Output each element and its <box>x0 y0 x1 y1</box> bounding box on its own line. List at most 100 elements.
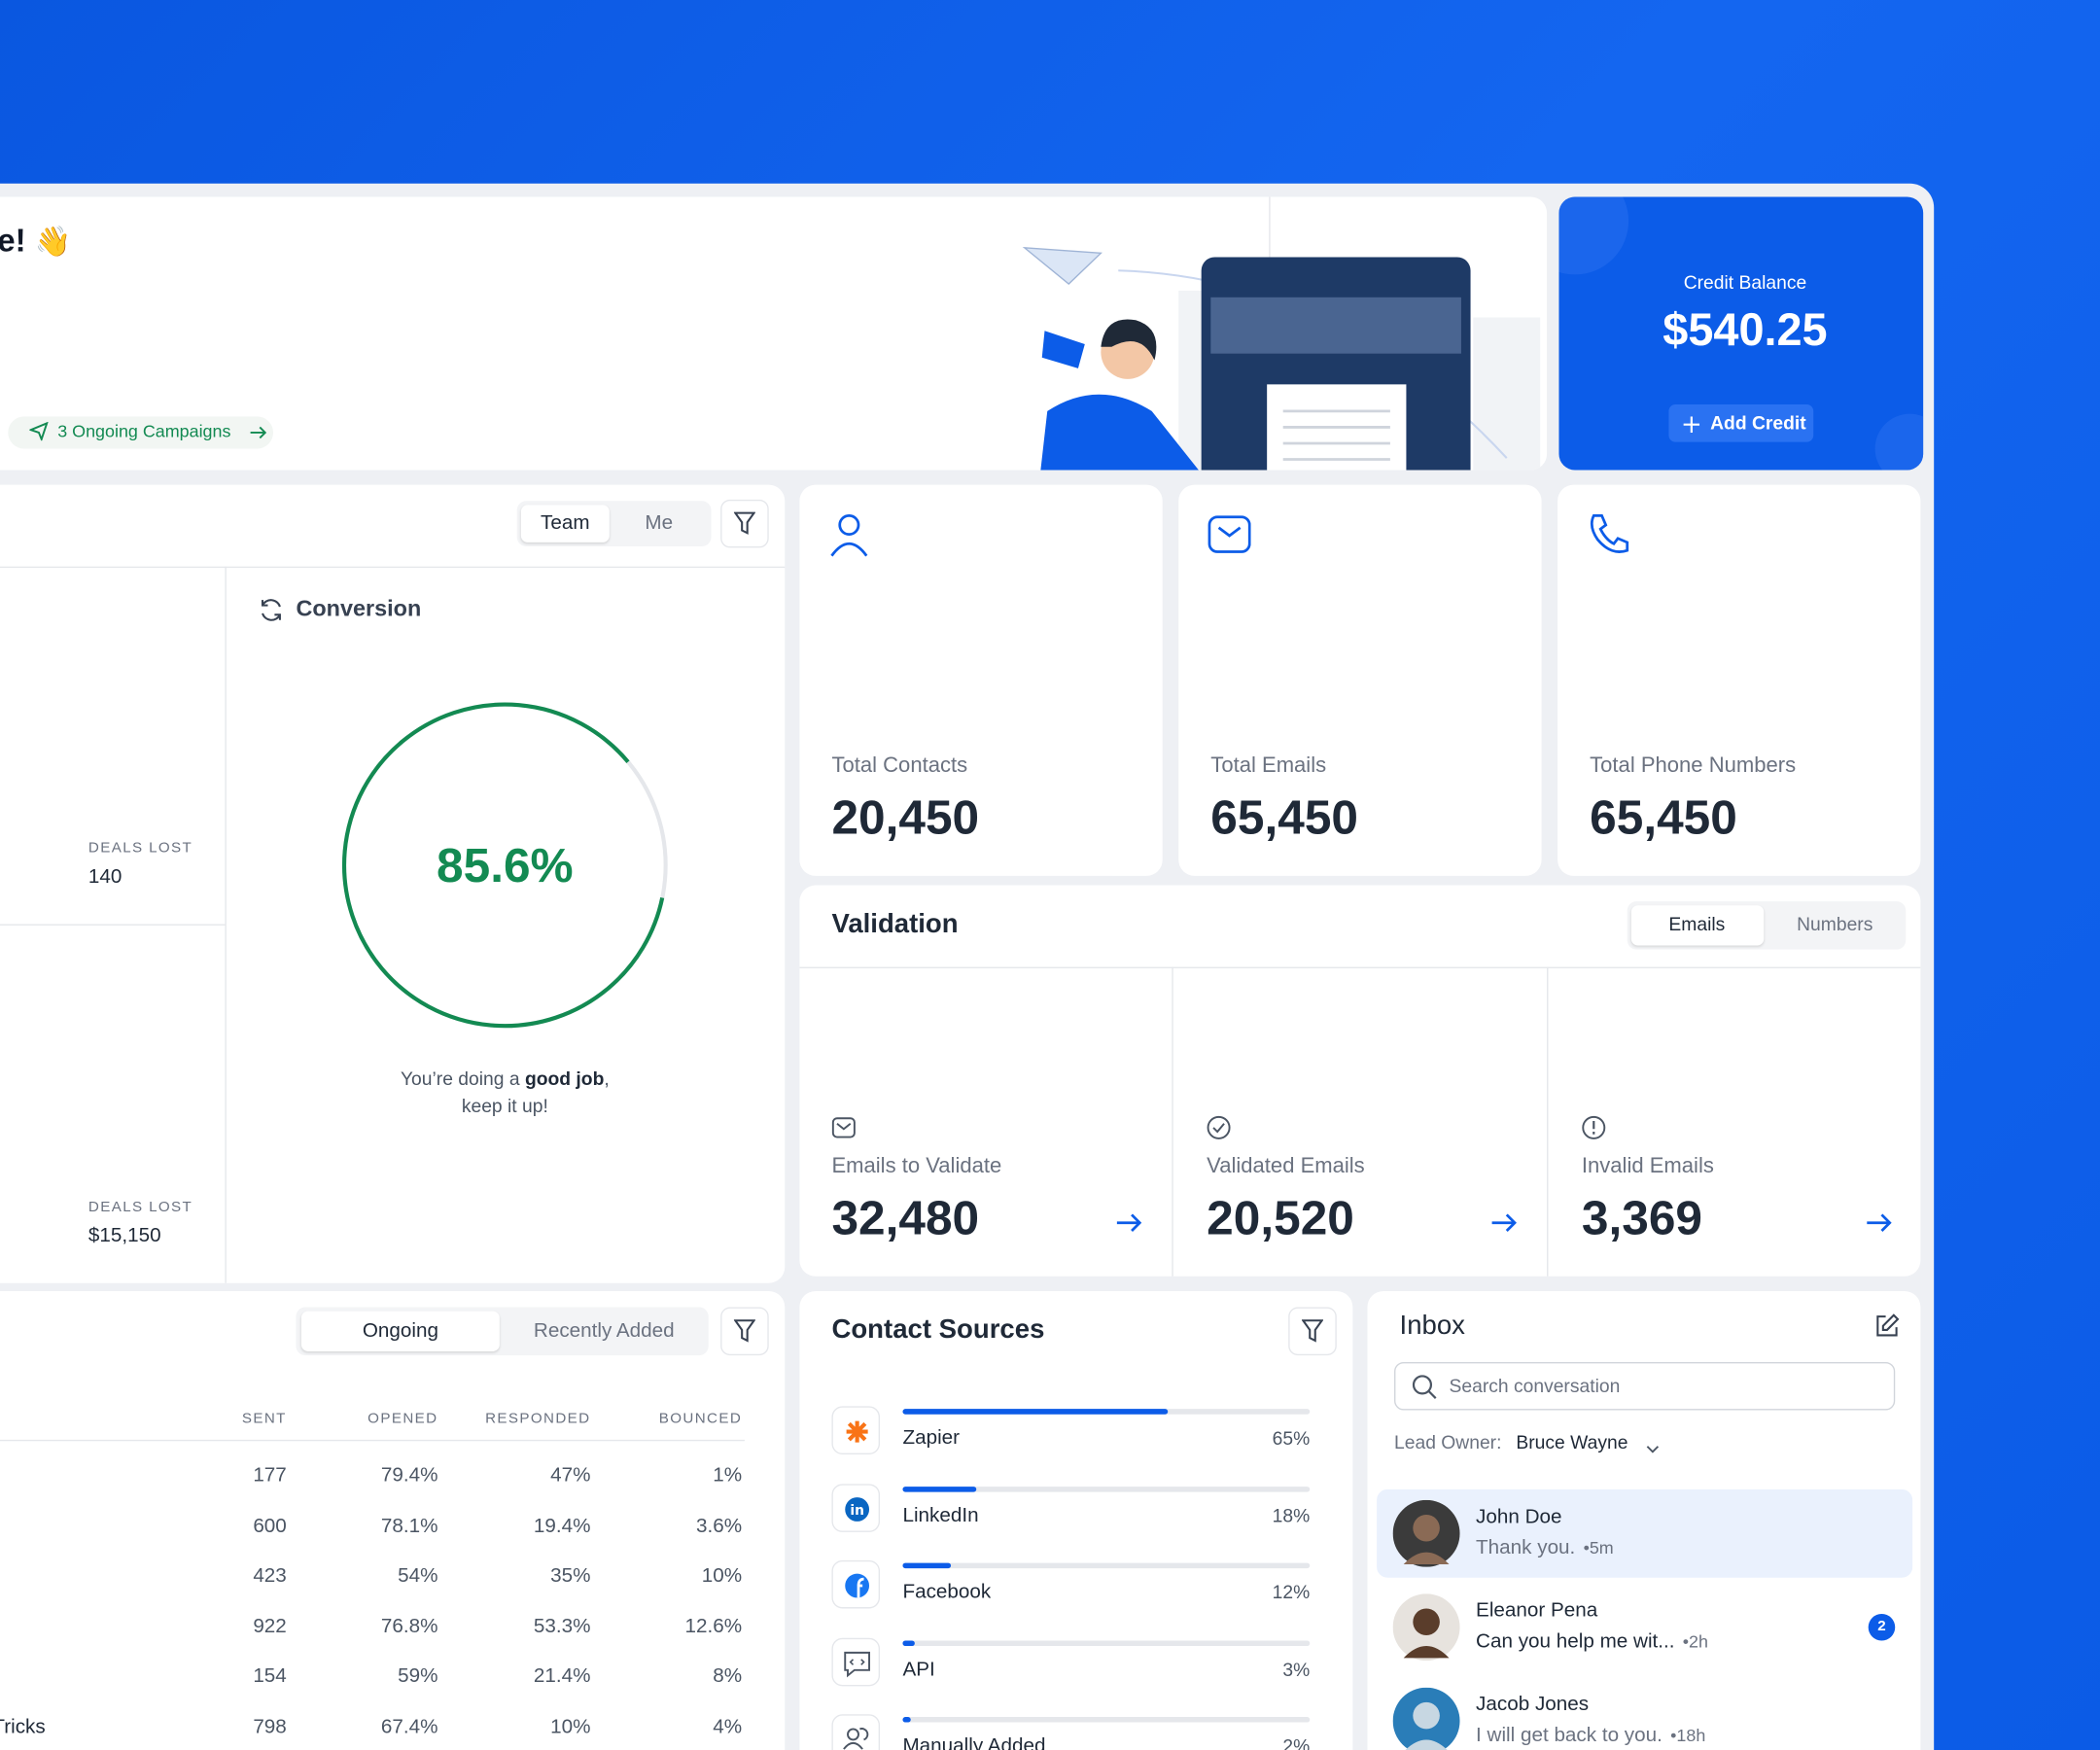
conversation-highlight[interactable] <box>1377 1488 1913 1578</box>
stat-icon <box>1208 513 1251 559</box>
progress-track <box>902 1639 1311 1646</box>
filter-button[interactable] <box>1288 1307 1337 1356</box>
table-cell: 67.4% <box>380 1714 438 1738</box>
filter-button[interactable] <box>720 499 769 548</box>
column-header: BOUNCED <box>658 1411 743 1427</box>
icon <box>1301 1319 1324 1343</box>
icon-path <box>1590 513 1629 553</box>
validation-value: 32,480 <box>831 1189 980 1245</box>
progress-bar <box>902 1562 952 1569</box>
table-cell: 177 <box>253 1463 287 1488</box>
icon-circle <box>1413 1608 1440 1635</box>
tab[interactable]: Recently Added <box>533 1318 675 1343</box>
tab[interactable]: Ongoing <box>362 1318 438 1343</box>
tab-active[interactable] <box>1630 905 1765 946</box>
icon-path <box>1491 1213 1517 1232</box>
conversation-time: •18h <box>1670 1725 1706 1745</box>
tab[interactable]: Emails <box>1668 912 1726 934</box>
arrow-link[interactable] <box>1490 1212 1518 1234</box>
stat-value: 65,450 <box>1210 788 1358 845</box>
validation-value: 20,520 <box>1207 1189 1354 1245</box>
icon <box>846 1420 868 1443</box>
lead-owner-label: Lead Owner: <box>1394 1431 1502 1453</box>
search-placeholder: Search conversation <box>1449 1375 1621 1397</box>
progress-bar <box>902 1486 976 1491</box>
progress-track <box>902 1486 1311 1491</box>
arrow-link[interactable] <box>1866 1212 1893 1234</box>
progress-bar <box>902 1717 911 1723</box>
avatar <box>1392 1593 1460 1662</box>
arrow-link[interactable] <box>1116 1212 1143 1234</box>
filter-icon <box>733 511 756 536</box>
icon <box>1392 1499 1460 1567</box>
tab[interactable]: Me <box>645 511 674 535</box>
deals-lost-label: DEALS LOST <box>88 840 193 857</box>
icon-path <box>836 1123 852 1131</box>
tab-active[interactable] <box>520 505 610 542</box>
icon <box>733 511 756 535</box>
icon-path <box>1040 394 1199 471</box>
icon <box>341 702 668 1029</box>
icon-rect <box>1208 515 1251 553</box>
icon-g <box>1282 409 1390 461</box>
column-header: SENT <box>241 1411 287 1427</box>
icon <box>1116 1213 1142 1232</box>
table-cell: 53.3% <box>533 1614 591 1638</box>
deals-card <box>0 484 786 1283</box>
tab-active[interactable] <box>300 1311 500 1351</box>
icon-rect <box>831 1117 856 1138</box>
conversion-rate: 85.6% <box>437 837 574 893</box>
campaigns-pill[interactable] <box>8 416 274 449</box>
sources-card <box>799 1290 1353 1750</box>
divider <box>799 966 1921 968</box>
table-cell: 12.6% <box>684 1614 743 1638</box>
icon-path <box>1405 1739 1448 1750</box>
icon <box>1491 1213 1517 1232</box>
conversation-message: Can you help me wit... •2h <box>1476 1629 1708 1653</box>
icon-path <box>1022 247 1102 285</box>
lead-owner[interactable]: Bruce Wayne <box>1516 1431 1628 1453</box>
campaigns-link: 3 Ongoing Campaigns <box>57 420 231 441</box>
conversation-name: Eleanor Pena <box>1476 1598 1598 1623</box>
icon-path <box>1116 1213 1142 1232</box>
column-header: RESPONDED <box>485 1411 591 1427</box>
stat-card <box>1178 484 1542 876</box>
table-cell: 10% <box>701 1563 743 1588</box>
table-cell: 3.6% <box>696 1514 743 1537</box>
icon-circle <box>1413 1701 1440 1730</box>
source-icon <box>831 1406 881 1455</box>
table-cell: 21.4% <box>533 1664 591 1688</box>
icon-path <box>857 1577 864 1598</box>
tab[interactable]: Team <box>541 511 590 535</box>
table-cell: 423 <box>253 1563 287 1588</box>
icon <box>1208 515 1251 553</box>
stat-card <box>1558 484 1921 876</box>
icon-path <box>844 1651 870 1677</box>
stat-icon <box>1587 513 1629 559</box>
icon <box>261 599 281 621</box>
add-credit-button[interactable] <box>1668 404 1814 442</box>
icon-rect <box>1210 297 1461 354</box>
compose-icon[interactable] <box>1873 1312 1901 1340</box>
filter-icon <box>1301 1319 1324 1344</box>
source-percent: 65% <box>1272 1426 1311 1449</box>
refresh-icon <box>259 597 284 622</box>
icon-path <box>1867 1213 1892 1232</box>
table-cell: 19.4% <box>533 1514 591 1537</box>
filter-button[interactable] <box>720 1307 769 1356</box>
icon-circle <box>1874 413 1924 471</box>
icon-path <box>261 599 281 621</box>
conversion-title: Conversion <box>296 595 422 621</box>
icon-path <box>1301 1319 1324 1343</box>
icon-circle <box>1558 196 1629 275</box>
icon: in <box>845 1496 870 1522</box>
tab[interactable]: Numbers <box>1797 912 1873 934</box>
wave-emoji: 👋 <box>34 225 72 259</box>
column-header: OPENED <box>368 1411 438 1427</box>
search-box[interactable] <box>1394 1361 1896 1411</box>
icon <box>1412 1375 1437 1399</box>
icon-path <box>830 542 868 557</box>
icon-path <box>1876 1313 1900 1337</box>
message-part: good job <box>524 1067 605 1089</box>
